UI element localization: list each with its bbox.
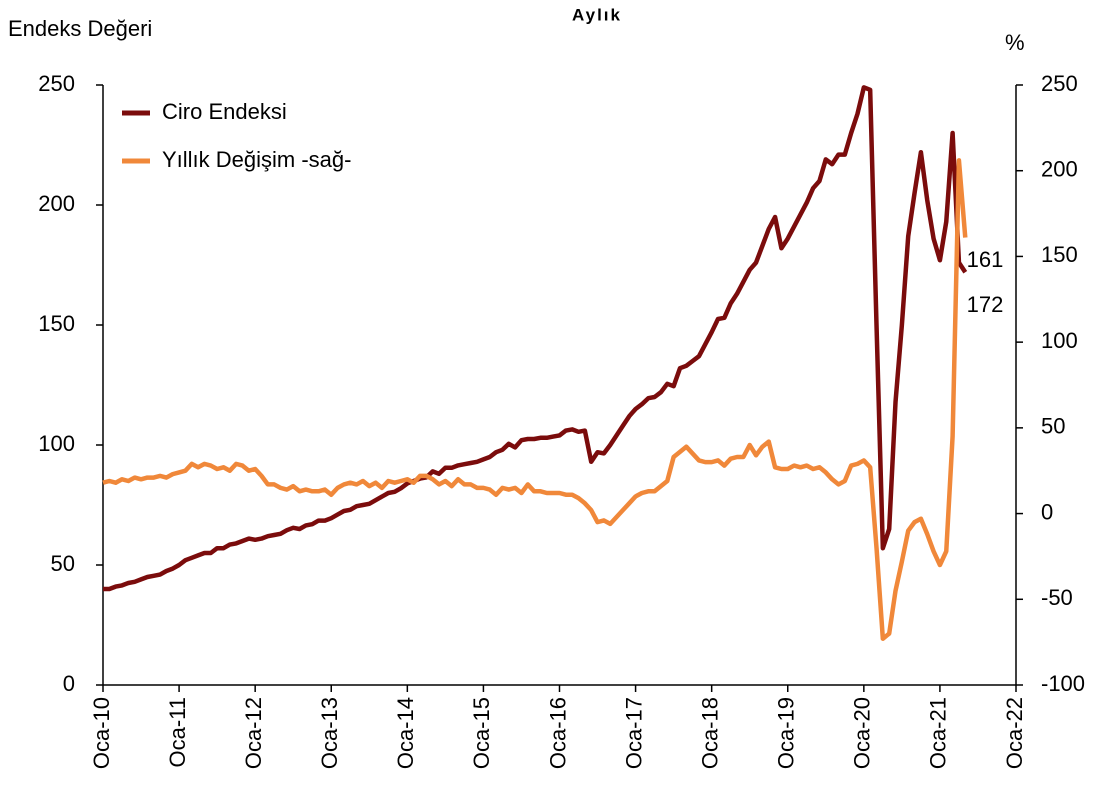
legend-label: Yıllık Değişim -sağ- [162, 147, 351, 172]
y-tick-label: 200 [38, 191, 75, 216]
y2-tick-label: 200 [1041, 157, 1078, 182]
y-tick-label: 0 [63, 671, 75, 696]
y2-tick-label: 250 [1041, 71, 1078, 96]
y2-axis-label: % [1005, 30, 1025, 55]
data-label: 161 [967, 247, 1004, 272]
x-tick-label: Oca-21 [926, 697, 951, 769]
x-tick-label: Oca-17 [621, 697, 646, 769]
legend-label: Ciro Endeksi [162, 99, 287, 124]
x-tick-label: Oca-18 [697, 697, 722, 769]
x-tick-label: Oca-20 [850, 697, 875, 769]
y2-tick-label: 150 [1041, 242, 1078, 267]
x-tick-label: Oca-13 [317, 697, 342, 769]
chart-title: Aylık [572, 5, 622, 24]
y2-tick-label: -50 [1041, 585, 1073, 610]
x-tick-label: Oca-14 [393, 697, 418, 769]
x-tick-label: Oca-12 [241, 697, 266, 769]
x-tick-label: Oca-15 [469, 697, 494, 769]
y-tick-label: 250 [38, 71, 75, 96]
y2-tick-label: -100 [1041, 671, 1085, 696]
series-line [102, 158, 968, 641]
y2-tick-label: 0 [1041, 499, 1053, 524]
y-tick-label: 150 [38, 311, 75, 336]
y2-tick-label: 100 [1041, 328, 1078, 353]
x-tick-label: Oca-22 [1002, 697, 1027, 769]
y-tick-label: 50 [51, 551, 75, 576]
x-tick-label: Oca-16 [545, 697, 570, 769]
y-tick-label: 100 [38, 431, 75, 456]
x-tick-label: Oca-10 [89, 697, 114, 769]
y2-tick-label: 50 [1041, 414, 1065, 439]
y-axis-label: Endeks Değeri [8, 16, 152, 41]
x-tick-label: Oca-19 [774, 697, 799, 769]
x-tick-label: Oca-11 [165, 697, 190, 768]
data-label: 172 [967, 292, 1004, 317]
series-line [103, 85, 968, 592]
